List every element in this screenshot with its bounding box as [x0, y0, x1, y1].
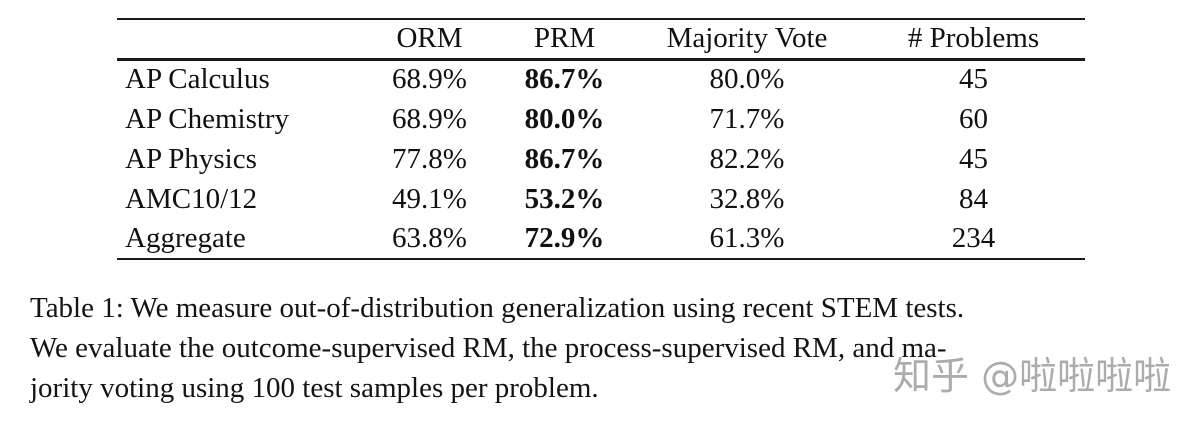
- caption-line-1: Table 1: We measure out-of-distribution …: [30, 292, 965, 324]
- orm-value: 77.8%: [392, 142, 467, 175]
- prm-value: 72.9%: [524, 222, 605, 254]
- header-row: ORM PRM Majority Vote # Problems: [117, 19, 1085, 59]
- header-cell-empty: [117, 19, 362, 59]
- table-body: AP Calculus 68.9% 86.7% 80.0% 45 AP Chem…: [117, 59, 1085, 259]
- results-table-container: ORM PRM Majority Vote # Problems AP Calc…: [117, 0, 1085, 260]
- orm-value: 63.8%: [392, 222, 467, 254]
- majority-vote-value: 71.7%: [709, 102, 785, 135]
- orm-value: 68.9%: [392, 102, 467, 135]
- majority-vote-value: 80.0%: [709, 63, 785, 96]
- header-cell-num-problems: # Problems: [907, 22, 1040, 55]
- table-row: AP Calculus 68.9% 86.7% 80.0% 45: [117, 59, 1085, 99]
- header-cell-orm: ORM: [396, 22, 463, 55]
- row-label: AP Physics: [125, 142, 257, 175]
- orm-value: 49.1%: [392, 182, 467, 215]
- zhihu-watermark: 知乎 @啦啦啦啦: [893, 354, 1172, 398]
- prm-value: 53.2%: [524, 182, 605, 215]
- header-cell-majority-vote: Majority Vote: [666, 22, 828, 55]
- num-problems-value: 45: [959, 63, 988, 96]
- majority-vote-value: 82.2%: [709, 142, 785, 175]
- caption-line-3: jority voting using 100 test samples per…: [30, 372, 599, 404]
- row-label: AMC10/12: [125, 182, 258, 215]
- num-problems-value: 84: [959, 182, 988, 215]
- table-row: AMC10/12 49.1% 53.2% 32.8% 84: [117, 179, 1085, 219]
- majority-vote-value: 32.8%: [709, 182, 785, 215]
- row-label: AP Calculus: [125, 63, 270, 96]
- orm-value: 68.9%: [392, 63, 467, 96]
- num-problems-value: 234: [951, 222, 996, 254]
- prm-value: 86.7%: [524, 142, 605, 175]
- num-problems-value: 60: [959, 102, 988, 135]
- row-label: Aggregate: [125, 222, 246, 254]
- majority-vote-value: 61.3%: [709, 222, 785, 254]
- num-problems-value: 45: [959, 142, 988, 175]
- table-row: AP Chemistry 68.9% 80.0% 71.7% 60: [117, 99, 1085, 139]
- table-top-spacer: [117, 0, 1085, 18]
- table-row: AP Physics 77.8% 86.7% 82.2% 45: [117, 139, 1085, 179]
- table-header: ORM PRM Majority Vote # Problems: [117, 19, 1085, 59]
- caption-line-2: We evaluate the outcome-supervised RM, t…: [30, 332, 947, 364]
- prm-value: 86.7%: [524, 63, 605, 96]
- header-cell-prm: PRM: [533, 22, 596, 55]
- prm-value: 80.0%: [524, 102, 605, 135]
- table-caption: Table 1: We measure out-of-distribution …: [30, 288, 1160, 408]
- row-label: AP Chemistry: [125, 102, 290, 135]
- results-table: ORM PRM Majority Vote # Problems AP Calc…: [117, 18, 1085, 260]
- table-row: Aggregate 63.8% 72.9% 61.3% 234: [117, 219, 1085, 259]
